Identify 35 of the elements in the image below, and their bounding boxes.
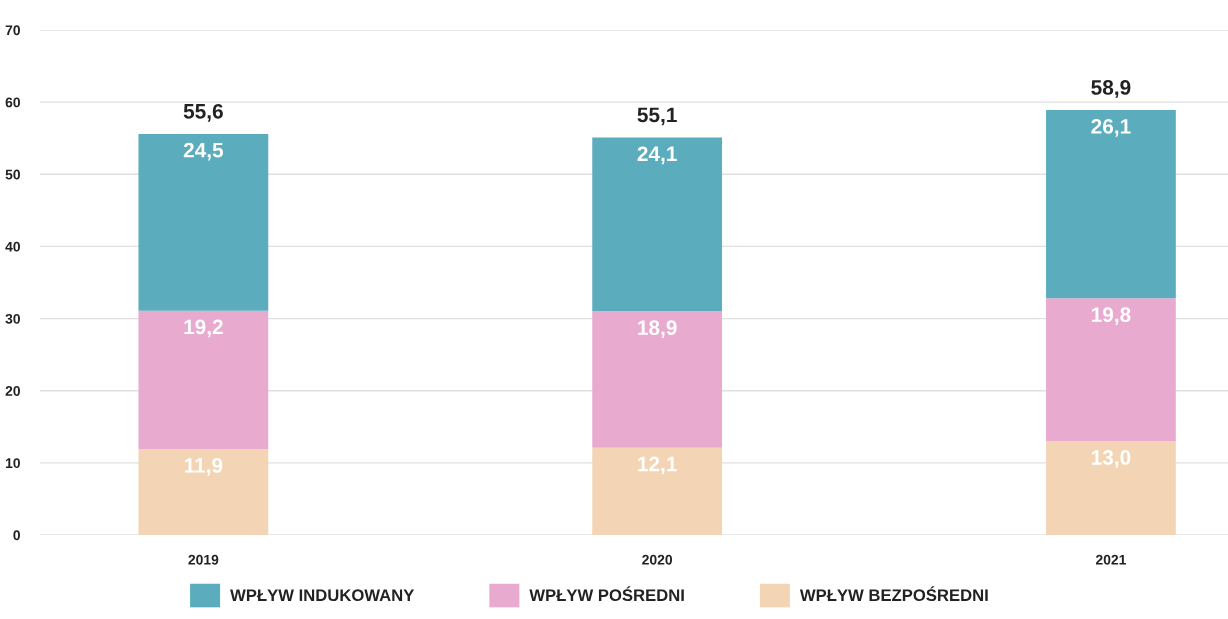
y-tick-label: 70: [5, 25, 20, 36]
legend-label: WPŁYW POŚREDNI: [529, 586, 684, 602]
data-label: 19,8: [1091, 307, 1131, 326]
bar: [1046, 298, 1176, 442]
data-label: 24,5: [183, 142, 224, 161]
data-label: 19,2: [184, 319, 223, 338]
bar: [138, 310, 269, 450]
data-label: 26,1: [1091, 118, 1131, 137]
y-tick-label: 10: [5, 458, 20, 469]
total-label: 55,1: [637, 107, 677, 126]
y-tick-label: 40: [5, 241, 20, 252]
y-tick-label: 60: [5, 97, 20, 108]
data-label: 12,1: [638, 456, 677, 475]
bar: [138, 133, 269, 311]
x-tick-label: 2019: [188, 554, 219, 565]
y-tick-label: 50: [5, 169, 20, 180]
data-label: 24,1: [637, 146, 677, 165]
total-label: 55,6: [183, 103, 223, 122]
x-tick-label: 2020: [642, 554, 673, 565]
y-tick-label: 20: [5, 386, 20, 396]
bar: [592, 137, 723, 312]
x-tick-label: 2021: [1095, 554, 1126, 565]
bar: [592, 311, 723, 448]
data-label: 13,0: [1091, 450, 1131, 468]
bar: [592, 447, 723, 535]
legend-label: WPŁYW BEZPOŚREDNI: [799, 586, 988, 602]
bar: [138, 449, 269, 535]
y-tick-label: 30: [5, 313, 20, 324]
bar: [1046, 110, 1176, 299]
legend-label: WPŁYW INDUKOWANY: [230, 589, 415, 602]
bar: [1046, 441, 1176, 535]
data-label: 18,9: [638, 320, 677, 339]
y-tick-label: 0: [13, 530, 20, 541]
data-label: 11,9: [184, 458, 223, 476]
total-label: 58,9: [1091, 80, 1131, 98]
